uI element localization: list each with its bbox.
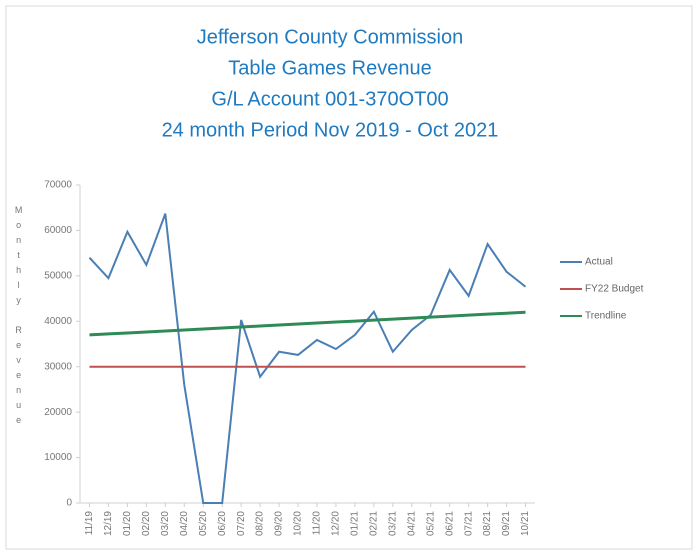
y-tick-label: 10000 bbox=[44, 452, 72, 463]
series-line bbox=[89, 310, 526, 337]
x-tick-label: 09/20 bbox=[274, 511, 285, 536]
x-tick-label: 12/19 bbox=[103, 511, 114, 536]
x-tick-label: 11/19 bbox=[84, 511, 95, 536]
x-tick-label: 03/21 bbox=[387, 511, 398, 536]
legend-label: FY22 Budget bbox=[585, 284, 644, 295]
x-tick-label: 05/20 bbox=[198, 511, 209, 536]
x-tick-label: 11/20 bbox=[312, 511, 323, 536]
x-tick-label: 12/20 bbox=[331, 511, 342, 536]
x-tick-label: 01/21 bbox=[350, 511, 361, 536]
chart-title: G/L Account 001-370OT00 bbox=[211, 88, 448, 110]
y-tick-label: 70000 bbox=[44, 180, 72, 191]
legend-label: Actual bbox=[585, 257, 613, 268]
x-tick-label: 10/21 bbox=[520, 511, 531, 536]
y-tick-label: 30000 bbox=[44, 361, 72, 372]
chart-title: Jefferson County Commission bbox=[197, 26, 463, 48]
y-tick-label: 60000 bbox=[44, 225, 72, 236]
chart-title: Table Games Revenue bbox=[228, 57, 431, 79]
legend-label: Trendline bbox=[585, 311, 627, 322]
x-tick-label: 05/21 bbox=[425, 511, 436, 536]
x-tick-label: 06/20 bbox=[217, 511, 228, 536]
series-line bbox=[88, 213, 527, 504]
y-tick-label: 50000 bbox=[44, 270, 72, 281]
x-tick-label: 04/20 bbox=[179, 511, 190, 536]
x-tick-label: 07/21 bbox=[463, 511, 474, 536]
x-tick-label: 02/21 bbox=[368, 511, 379, 536]
chart-frame bbox=[5, 5, 693, 550]
y-tick-label: 20000 bbox=[44, 407, 72, 418]
x-tick-label: 02/20 bbox=[141, 511, 152, 536]
y-tick-label: 40000 bbox=[44, 316, 72, 327]
x-tick-label: 01/20 bbox=[122, 511, 133, 536]
y-tick-label: 0 bbox=[66, 498, 72, 509]
x-tick-label: 04/21 bbox=[406, 511, 417, 536]
y-axis-label: Monthly Revenue bbox=[14, 205, 24, 430]
x-tick-label: 08/21 bbox=[482, 511, 493, 536]
x-tick-label: 06/21 bbox=[444, 511, 455, 536]
x-tick-label: 09/21 bbox=[501, 511, 512, 536]
chart-title: 24 month Period Nov 2019 - Oct 2021 bbox=[162, 119, 499, 141]
x-tick-label: 07/20 bbox=[236, 511, 247, 536]
x-tick-label: 08/20 bbox=[255, 511, 266, 536]
x-tick-label: 03/20 bbox=[160, 511, 171, 536]
x-tick-label: 10/20 bbox=[293, 511, 304, 536]
